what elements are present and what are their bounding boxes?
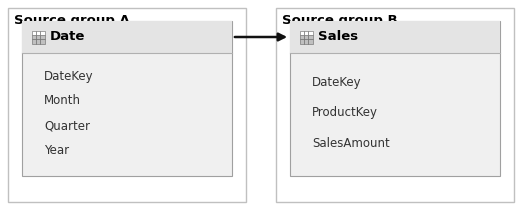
Text: Source group B: Source group B <box>282 14 398 27</box>
Bar <box>31 30 36 35</box>
Text: DateKey: DateKey <box>312 76 362 89</box>
Bar <box>304 30 308 35</box>
Bar <box>308 39 313 43</box>
Bar <box>36 30 40 35</box>
Bar <box>22 21 232 53</box>
Bar <box>276 8 514 202</box>
Bar <box>300 39 304 43</box>
Text: Source group A: Source group A <box>14 14 130 27</box>
Bar <box>31 35 36 39</box>
Bar <box>304 39 308 43</box>
Text: Date: Date <box>50 30 86 43</box>
Text: ProductKey: ProductKey <box>312 106 378 119</box>
Bar <box>308 35 313 39</box>
Bar <box>31 39 36 43</box>
Bar <box>22 21 232 176</box>
Text: DateKey: DateKey <box>44 70 93 83</box>
Bar <box>40 30 44 35</box>
Bar <box>40 39 44 43</box>
Text: Year: Year <box>44 144 69 157</box>
Text: Sales: Sales <box>318 30 358 43</box>
Bar <box>290 21 500 176</box>
Text: SalesAmount: SalesAmount <box>312 137 390 150</box>
Bar <box>36 39 40 43</box>
Bar <box>300 30 304 35</box>
Text: Month: Month <box>44 94 81 108</box>
Bar <box>40 35 44 39</box>
Text: Quarter: Quarter <box>44 119 90 132</box>
Bar <box>308 30 313 35</box>
Bar <box>290 21 500 53</box>
Bar <box>300 35 304 39</box>
Bar <box>36 35 40 39</box>
Bar <box>304 35 308 39</box>
Bar <box>8 8 246 202</box>
